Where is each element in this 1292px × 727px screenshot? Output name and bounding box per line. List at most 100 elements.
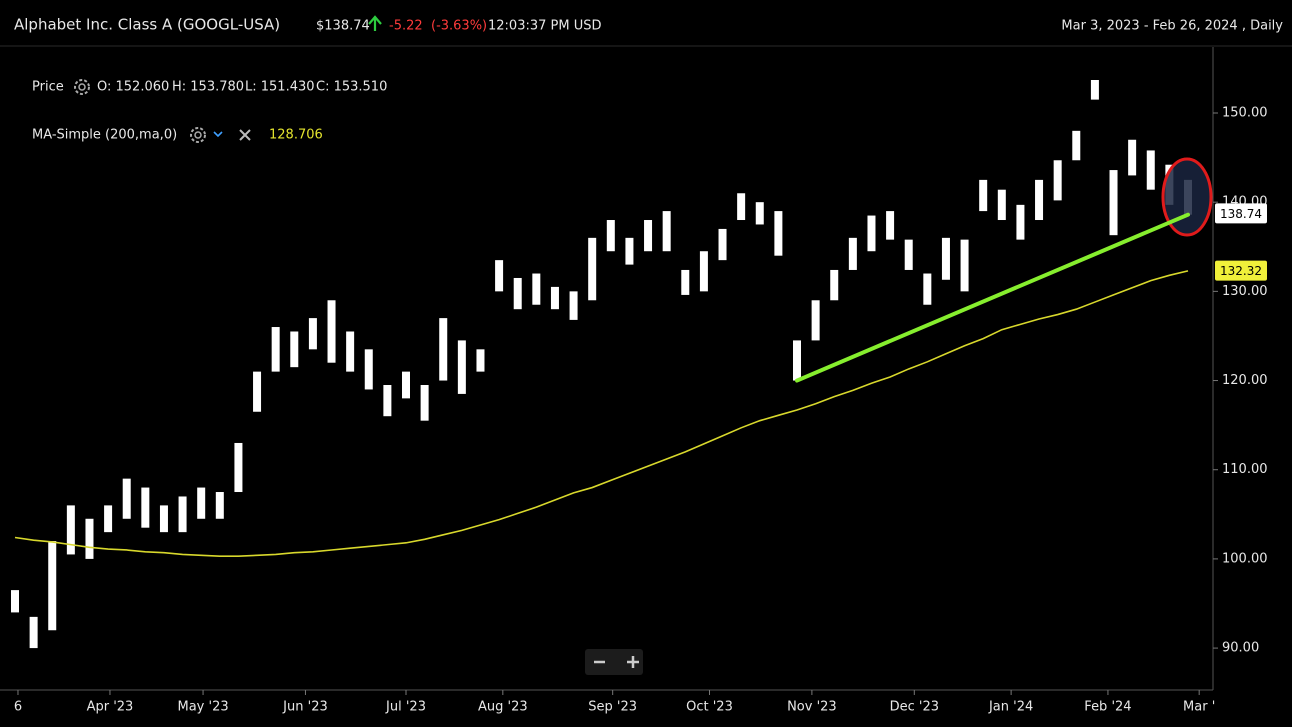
price-bar	[234, 442, 243, 493]
price-bar	[178, 496, 187, 533]
plot: 90.00100.00110.00120.00130.00140.00150.0…	[11, 79, 1268, 715]
price-bar	[979, 179, 988, 212]
zoom-in[interactable]	[627, 656, 639, 668]
readout-open: O: 152.060	[97, 80, 169, 95]
price-bar	[476, 349, 485, 372]
price-bar	[681, 269, 690, 295]
x-tick-label: Mar '	[1183, 700, 1215, 715]
last-ma-box	[1215, 260, 1267, 281]
legend-ma: MA-Simple (200,ma,0)	[32, 128, 177, 143]
y-tick-label: 100.00	[1222, 551, 1268, 566]
price-bar	[1128, 139, 1137, 176]
y-tick-label: 90.00	[1222, 641, 1259, 656]
price-bar	[11, 590, 19, 613]
last-price-box	[1215, 203, 1267, 224]
chevron[interactable]	[213, 131, 223, 138]
price-bar	[122, 478, 131, 519]
y-tick-label: 130.00	[1222, 284, 1268, 299]
price-bar	[699, 251, 708, 292]
price-bar	[886, 211, 895, 240]
up-arrow	[368, 15, 382, 31]
price-bar	[215, 492, 224, 519]
price-bar	[532, 273, 541, 305]
ma-line	[14, 270, 1189, 558]
close-icon[interactable]	[239, 129, 251, 141]
readout-high: H: 153.780	[172, 80, 244, 95]
price-bar	[402, 371, 410, 399]
price-bar	[1146, 150, 1155, 190]
price-bar	[327, 300, 336, 363]
price-bar	[662, 211, 671, 252]
x-tick-label: Sep '23	[588, 700, 637, 715]
header-title: Alphabet Inc. Class A (GOOGL-USA)	[14, 16, 280, 34]
price-bar	[606, 220, 615, 252]
price-bar	[308, 318, 317, 350]
price-bar	[1035, 179, 1044, 221]
price-bar	[290, 331, 299, 368]
price-bar	[830, 269, 839, 301]
price-bar	[941, 237, 950, 280]
price-bar	[1109, 170, 1118, 236]
price-bar	[588, 237, 597, 301]
y-tick-label: 120.00	[1222, 373, 1268, 388]
price-bar	[346, 331, 355, 372]
settings-icon[interactable]	[74, 79, 90, 95]
x-tick-label: Apr '23	[87, 700, 134, 715]
x-tick-label: Jun '23	[282, 700, 328, 715]
x-tick-label: Oct '23	[686, 700, 733, 715]
price-bar	[364, 349, 373, 390]
price-bar	[644, 220, 653, 252]
price-bar	[383, 384, 392, 417]
overlay: 138.74 132.32	[795, 203, 1267, 383]
price-bar	[960, 239, 969, 292]
price-bar	[718, 228, 727, 261]
last-ma-label: 132.32	[1220, 264, 1262, 278]
readout-low: L: 151.430	[245, 80, 315, 95]
x-tick-label: 6	[14, 700, 22, 715]
price-bar	[867, 215, 876, 252]
price-bar	[811, 300, 820, 341]
price-bar	[439, 318, 448, 381]
x-tick-label: May '23	[177, 700, 228, 715]
price-bar	[737, 193, 746, 221]
header-change-pct: (-3.63%)	[431, 19, 487, 34]
price-bar	[29, 616, 38, 649]
price-bar	[457, 340, 466, 394]
settings-icon[interactable]	[190, 127, 206, 143]
y-tick-label: 110.00	[1222, 462, 1268, 477]
price-bar	[904, 239, 913, 270]
price-bar	[569, 291, 578, 320]
price-bar	[997, 189, 1006, 221]
x-tick-label: Feb '24	[1084, 700, 1131, 715]
header-change: -5.22	[389, 19, 423, 34]
price-bar	[159, 505, 168, 533]
price-bar	[66, 505, 75, 555]
price-bar	[513, 277, 522, 310]
last-price-label: 138.74	[1220, 207, 1262, 221]
highlight-circle	[1161, 157, 1213, 237]
price-bar	[495, 260, 504, 292]
x-tick-label: Nov '23	[787, 700, 837, 715]
price-bar	[848, 237, 857, 270]
price-bar	[793, 340, 801, 381]
x-tick-label: Dec '23	[890, 700, 939, 715]
x-tick-label: Jul '23	[385, 700, 426, 715]
price-bar	[141, 487, 150, 528]
price-bar	[923, 273, 932, 305]
price-bar	[1016, 204, 1025, 240]
price-bar	[1090, 79, 1099, 100]
price-bar	[625, 237, 634, 265]
legend-price: Price	[32, 80, 64, 95]
header-price: $138.74	[316, 19, 370, 34]
zoom-controls	[585, 649, 643, 675]
price-bar	[85, 518, 94, 559]
price-bar	[755, 202, 764, 225]
header-time: 12:03:37 PM USD	[488, 19, 601, 34]
trendline	[795, 212, 1190, 383]
price-bar	[420, 384, 429, 421]
ma-readout: 128.706	[269, 128, 323, 143]
price-bar	[197, 487, 206, 519]
price-bar	[774, 211, 783, 256]
